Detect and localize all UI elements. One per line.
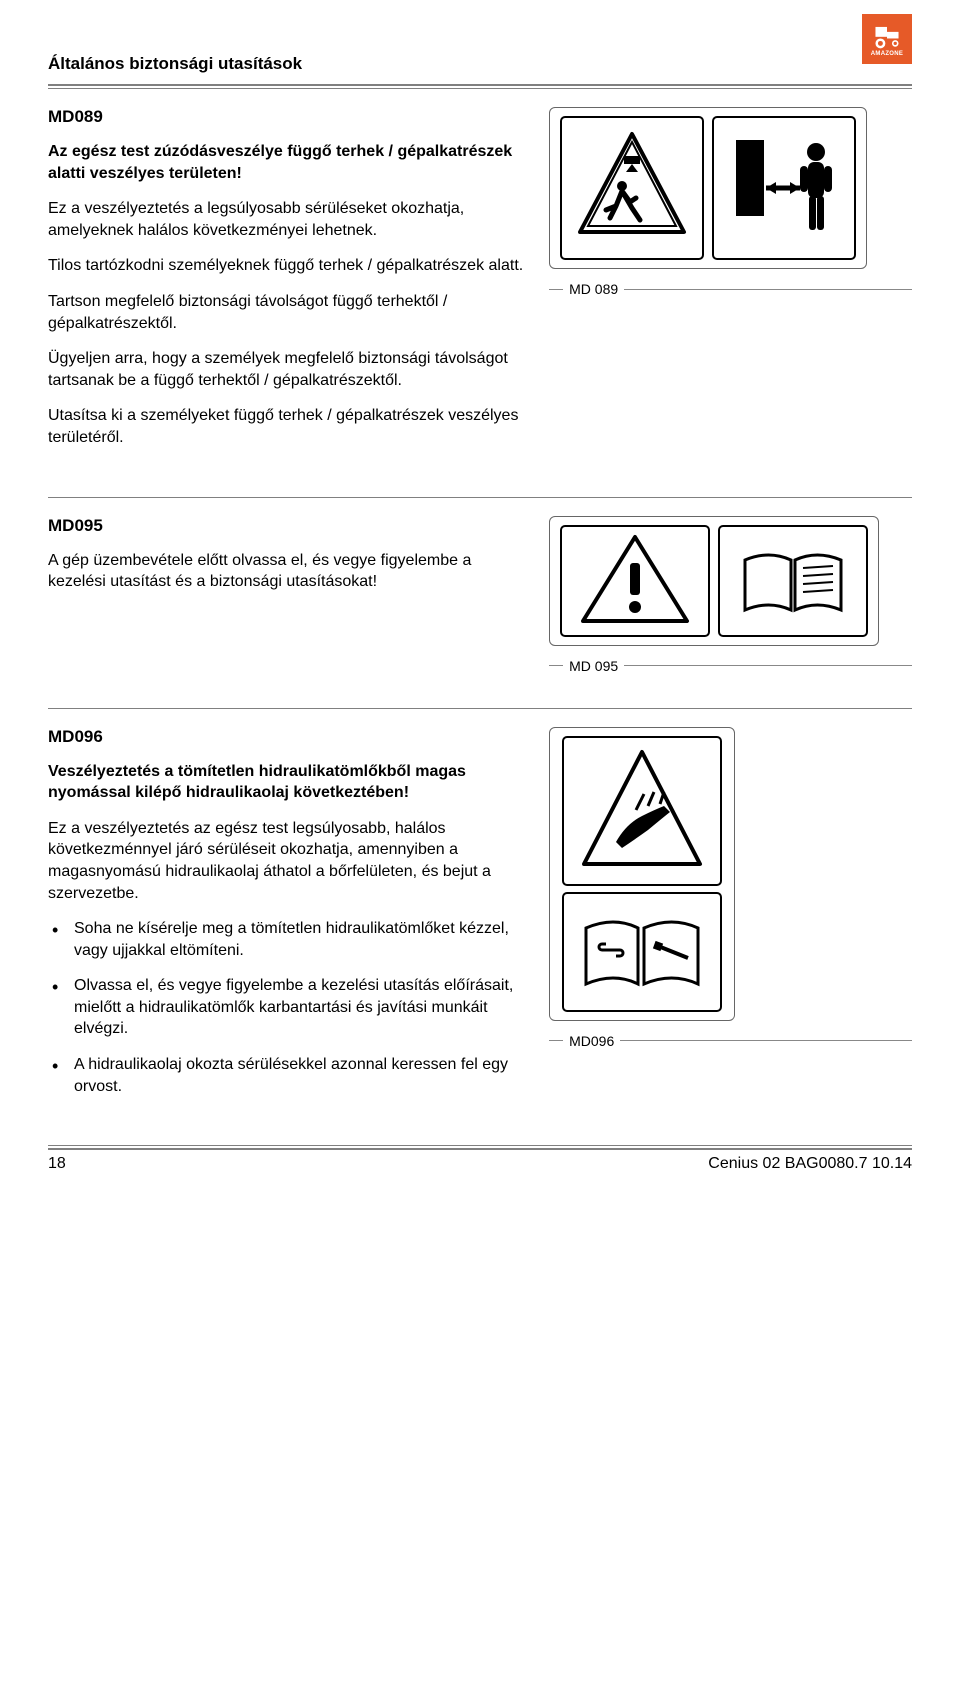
md095-code: MD095 [48,516,525,536]
md089-caption: MD 089 [549,281,912,297]
md096-b2: Olvassa el, és vegye figyelembe a kezelé… [74,975,525,1040]
md096-pictogram [549,727,735,1021]
md089-p4: Ügyeljen arra, hogy a személyek megfelel… [48,348,525,391]
md089-warning-panel [560,116,704,260]
page-footer: 18 Cenius 02 BAG0080.7 10.14 [48,1152,912,1173]
md089-p2: Tilos tartózkodni személyeknek függő ter… [48,255,525,277]
service-manual-icon [572,902,712,1002]
md089-pictogram [549,107,867,269]
md095-caption: MD 095 [549,658,912,674]
md095-text: MD095 A gép üzembevétele előtt olvassa e… [48,516,525,674]
md096-bullets: Soha ne kísérelje meg a tömítetlen hidra… [48,918,525,1097]
footer-rule [48,1145,912,1150]
md095-p1: A gép üzembevétele előtt olvassa el, és … [48,550,525,593]
md095-exclaim-panel [560,525,710,637]
md089-lead: Az egész test zúzódásveszélye függő terh… [48,141,525,184]
md096-code: MD096 [48,727,525,747]
md089-p3: Tartson megfelelő biztonsági távolságot … [48,291,525,334]
md096-caption: MD096 [549,1033,912,1049]
page-header-title: Általános biztonsági utasítások [48,14,302,80]
md096-b1: Soha ne kísérelje meg a tömítetlen hidra… [74,918,525,961]
page-header-row: Általános biztonsági utasítások AMAZONE [48,14,912,80]
md096-injection-panel [562,736,722,886]
md096-caption-text: MD096 [569,1033,614,1049]
md089-text: MD089 Az egész test zúzódásveszélye függ… [48,107,525,463]
injection-warning-icon [574,746,710,876]
tractor-icon [870,22,904,50]
md095-manual-panel [718,525,868,637]
section-md096: MD096 Veszélyeztetés a tömítetlen hidrau… [48,727,912,1128]
keep-distance-icon [722,126,846,250]
md096-text: MD096 Veszélyeztetés a tömítetlen hidrau… [48,727,525,1112]
open-book-icon [733,536,853,626]
section-md089: MD089 Az egész test zúzódásveszélye függ… [48,107,912,479]
md096-figure-col: MD096 [549,727,912,1112]
crush-warning-icon [572,128,692,248]
md089-p1: Ez a veszélyeztetés a legsúlyosabb sérül… [48,198,525,241]
md089-figure-col: MD 089 [549,107,912,463]
md095-figure-col: MD 095 [549,516,912,674]
section-md095: MD095 A gép üzembevétele előtt olvassa e… [48,516,912,690]
md089-p5: Utasítsa ki a személyeket függő terhek /… [48,405,525,448]
header-rule [48,84,912,89]
md096-manual-panel [562,892,722,1012]
md096-p1: Ez a veszélyeztetés az egész test legsúl… [48,818,525,904]
md089-caption-text: MD 089 [569,281,618,297]
md096-lead: Veszélyeztetés a tömítetlen hidraulikatö… [48,761,525,804]
brand-logo: AMAZONE [862,14,912,64]
divider-1 [48,497,912,498]
md095-pictogram [549,516,879,646]
footer-page-number: 18 [48,1155,66,1173]
brand-logo-text: AMAZONE [871,51,903,57]
md095-caption-text: MD 095 [569,658,618,674]
md089-distance-panel [712,116,856,260]
footer-doc-id: Cenius 02 BAG0080.7 10.14 [708,1155,912,1173]
exclaim-warning-icon [575,533,695,629]
md096-b3: A hidraulikaolaj okozta sérülésekkel azo… [74,1054,525,1097]
md089-code: MD089 [48,107,525,127]
divider-2 [48,708,912,709]
